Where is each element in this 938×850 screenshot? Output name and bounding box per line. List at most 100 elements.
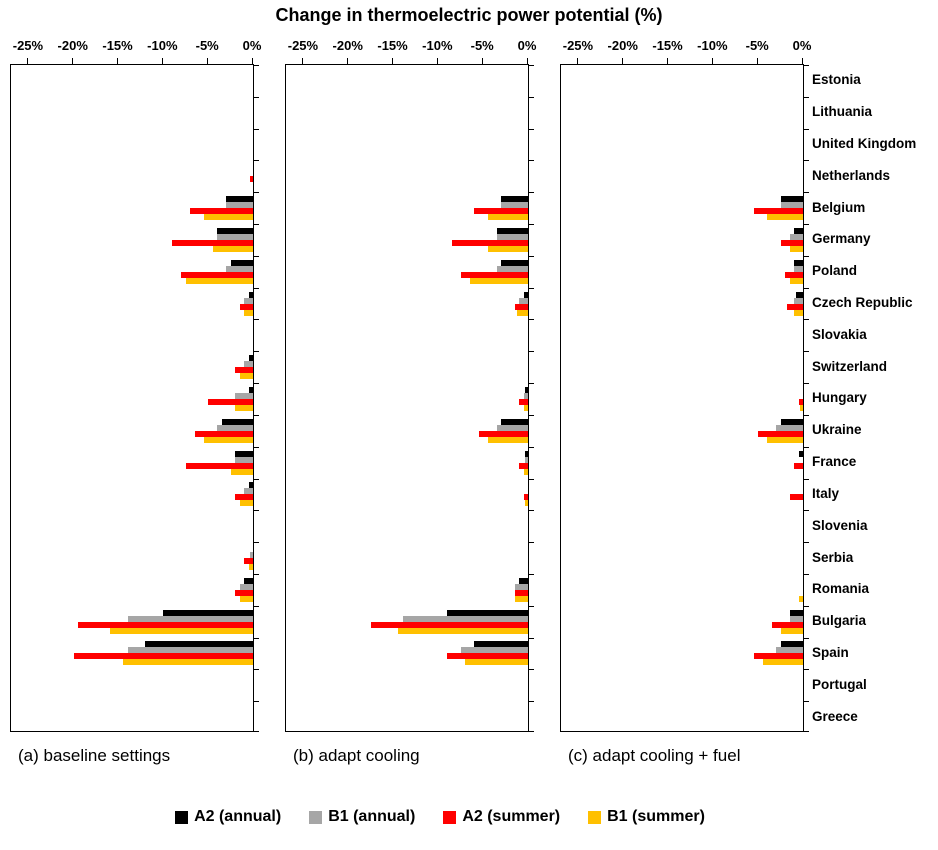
axis-tick-mark — [251, 58, 253, 64]
axis-tick-label: 0% — [517, 38, 537, 53]
bar-b1-annual — [460, 647, 528, 654]
bar-a2-annual — [230, 259, 253, 266]
bar-a2-annual — [780, 418, 803, 425]
bar-b1-summer — [523, 468, 528, 475]
row-tick-mark — [528, 542, 534, 544]
row-tick-mark — [253, 414, 259, 416]
country-label: Belgium — [812, 199, 866, 215]
row-tick-mark — [803, 414, 809, 416]
bar-b1-summer — [789, 277, 803, 284]
row-tick-mark — [528, 701, 534, 703]
axis-tick-label: -5% — [470, 38, 494, 53]
row-tick-mark — [253, 160, 259, 162]
row-tick-mark — [803, 383, 809, 385]
row-tick-mark — [253, 383, 259, 385]
row-tick-mark — [253, 287, 259, 289]
axis-ticks-a — [10, 58, 254, 64]
bar-b1-annual — [217, 424, 253, 431]
bar-a2-annual — [226, 196, 253, 203]
bar-a2-annual — [217, 227, 253, 234]
bar-b1-annual — [780, 202, 803, 209]
axis-tick-mark — [667, 58, 669, 64]
bar-b1-annual — [496, 424, 528, 431]
bar-a2-summer — [478, 430, 528, 437]
row-tick-mark — [528, 414, 534, 416]
bar-a2-summer — [753, 208, 803, 215]
country-label: Poland — [812, 263, 858, 279]
bar-b1-summer — [203, 436, 253, 443]
country-label: Portugal — [812, 676, 867, 692]
row-tick-mark — [803, 573, 809, 575]
axis-tick-label: -15% — [377, 38, 408, 53]
row-tick-mark — [803, 160, 809, 162]
bar-a2-summer — [758, 430, 803, 437]
country-label: Bulgaria — [812, 613, 867, 629]
bar-a2-annual — [523, 291, 528, 298]
legend-swatch-icon — [309, 810, 323, 824]
row-tick-mark — [253, 637, 259, 639]
row-tick-mark — [803, 255, 809, 257]
axis-tick-label: -25% — [562, 38, 594, 53]
bar-b1-annual — [127, 615, 253, 622]
axis-tick-label: -5% — [745, 38, 769, 53]
bar-b1-summer — [487, 245, 528, 252]
row-tick-mark — [803, 542, 809, 544]
bar-a2-annual — [474, 641, 528, 648]
country-label: Lithuania — [812, 104, 872, 120]
bar-b1-summer — [244, 309, 253, 316]
bar-a2-summer — [190, 208, 253, 215]
bar-b1-summer — [239, 373, 253, 380]
row-tick-mark — [253, 669, 259, 671]
row-tick-mark — [253, 731, 259, 732]
bar-b1-annual — [226, 202, 253, 209]
axis-tick-label: 0% — [792, 38, 812, 53]
axis-tick-label: -20% — [607, 38, 638, 53]
axis-tick-label: -10% — [147, 38, 178, 53]
bar-a2-annual — [248, 482, 253, 489]
bar-a2-summer — [789, 494, 803, 501]
bar-b1-summer — [762, 659, 803, 666]
legend-swatch-icon — [443, 810, 457, 824]
axis-labels-a: -25% -20% -15% -10% -5% 0% — [10, 38, 262, 56]
row-tick-mark — [803, 287, 809, 289]
row-tick-mark — [803, 605, 809, 607]
bar-a2-summer — [447, 653, 528, 660]
bar-a2-summer — [451, 239, 528, 246]
row-tick-mark — [253, 573, 259, 575]
bar-a2-summer — [194, 430, 253, 437]
axis-tick-label: -15% — [652, 38, 683, 53]
bar-b1-annual — [789, 233, 803, 240]
row-tick-mark — [253, 255, 259, 257]
bar-a2-annual — [519, 577, 528, 584]
bar-a2-summer — [235, 494, 253, 501]
bar-b1-annual — [525, 456, 528, 463]
row-tick-mark — [253, 65, 259, 66]
row-tick-mark — [803, 669, 809, 671]
bar-b1-summer — [212, 245, 253, 252]
row-tick-mark — [253, 192, 259, 194]
row-tick-mark — [528, 637, 534, 639]
country-label: Slovakia — [812, 326, 867, 342]
bar-a2-summer — [786, 303, 803, 310]
legend-item: A2 (summer) — [443, 808, 560, 826]
bar-a2-summer — [753, 653, 803, 660]
bar-b1-annual — [244, 297, 253, 304]
bar-b1-summer — [487, 214, 528, 221]
bar-b1-summer — [487, 436, 528, 443]
legend-label: A2 (summer) — [462, 808, 561, 825]
country-label: Czech Republic — [812, 295, 913, 311]
row-tick-mark — [803, 351, 809, 353]
axis-tick-label: -20% — [57, 38, 88, 53]
bar-a2-annual — [798, 450, 803, 457]
bar-a2-annual — [525, 450, 528, 457]
row-tick-mark — [528, 446, 534, 448]
legend: A2 (annual) B1 (annual) A2 (summer) B1 (sum… — [0, 808, 880, 826]
bar-b1-summer — [767, 436, 803, 443]
row-tick-mark — [803, 731, 809, 732]
bar-a2-annual — [221, 418, 253, 425]
axis-tick-label: 0% — [242, 38, 262, 53]
row-tick-mark — [253, 446, 259, 448]
axis-labels-b: -25% -20% -15% -10% -5% 0% — [285, 38, 537, 56]
bar-b1-annual — [789, 615, 803, 622]
bar-b1-summer — [239, 595, 253, 602]
